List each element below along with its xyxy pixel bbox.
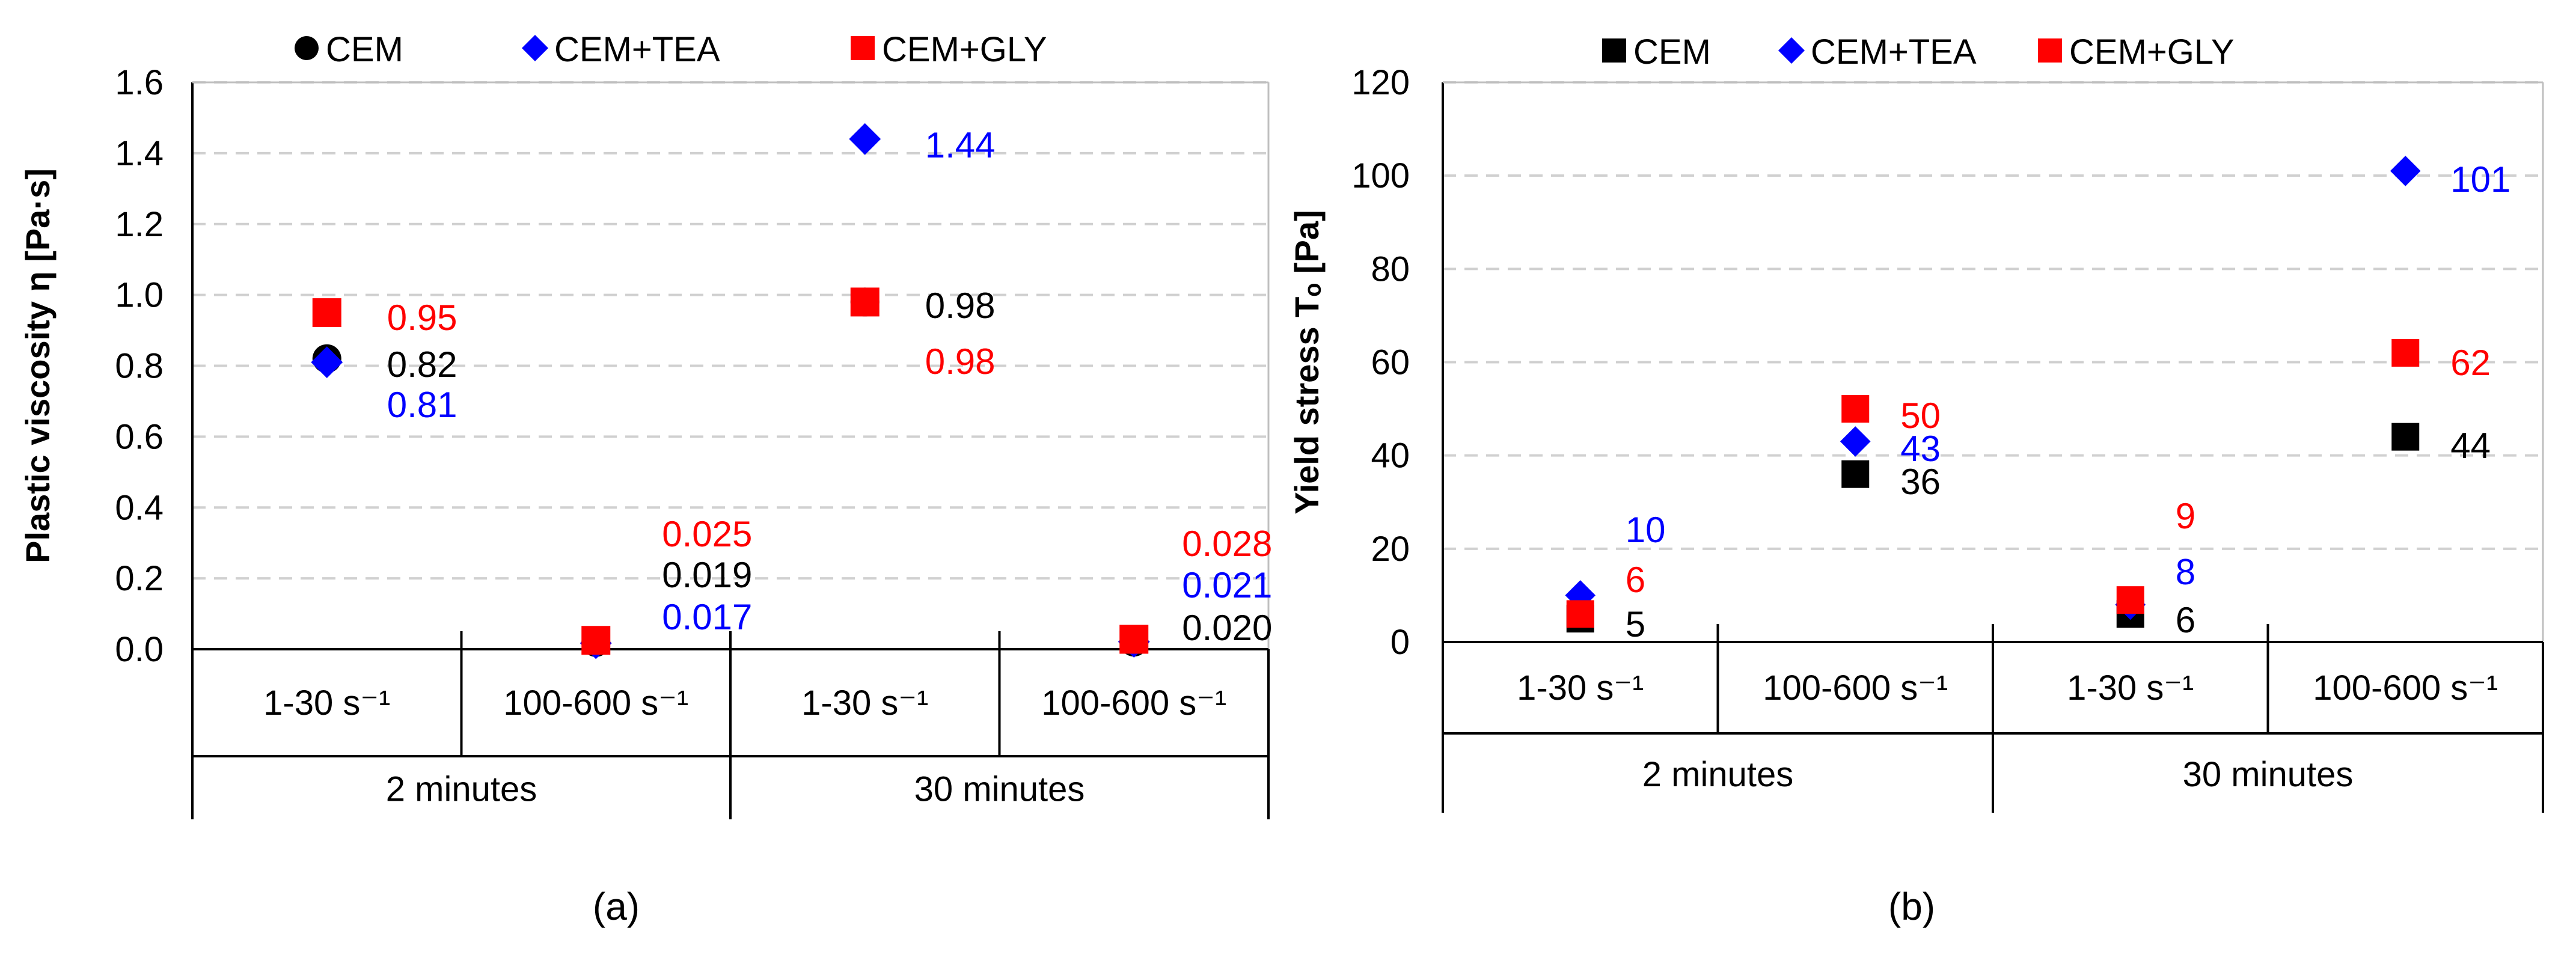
data-label: 9 xyxy=(2176,496,2195,536)
data-label: 44 xyxy=(2450,426,2491,466)
panel-label: (a) xyxy=(593,885,640,928)
panel-label: (b) xyxy=(1888,885,1935,928)
y-tick-label: 1.0 xyxy=(115,276,164,315)
y-tick-label: 80 xyxy=(1371,249,1410,289)
data-label: 0.028 xyxy=(1182,524,1272,564)
y-axis-title: Plastic viscosity η [Pa·s] xyxy=(19,168,57,563)
data-label: 0.82 xyxy=(387,344,457,385)
y-tick-label: 1.4 xyxy=(115,134,164,173)
data-label: 0.021 xyxy=(1182,565,1272,605)
legend-label: CEM+TEA xyxy=(1811,32,1977,72)
x-group-label: 30 minutes xyxy=(914,770,1085,809)
x-category-label: 1-30 s⁻¹ xyxy=(263,683,390,723)
data-label: 101 xyxy=(2450,159,2510,200)
y-tick-label: 40 xyxy=(1371,436,1410,475)
data-point xyxy=(1841,460,1870,488)
legend-label: CEM+TEA xyxy=(554,30,720,69)
y-tick-label: 120 xyxy=(1351,63,1410,102)
legend-label: CEM+GLY xyxy=(882,30,1047,69)
data-label: 1.44 xyxy=(925,125,996,165)
data-label: 8 xyxy=(2176,552,2195,592)
data-label: 6 xyxy=(1626,560,1645,600)
x-category-label: 1-30 s⁻¹ xyxy=(801,683,928,723)
y-tick-label: 1.6 xyxy=(115,63,164,102)
data-label: 6 xyxy=(2176,600,2195,640)
legend-label: CEM+GLY xyxy=(2069,32,2235,72)
legend-marker xyxy=(851,36,875,60)
data-label: 0.025 xyxy=(662,514,752,554)
data-label: 0.95 xyxy=(387,298,457,338)
data-label: 0.020 xyxy=(1182,608,1272,648)
y-tick-label: 20 xyxy=(1371,530,1410,569)
data-label: 43 xyxy=(1900,429,1941,469)
data-point xyxy=(850,287,880,317)
data-label: 50 xyxy=(1900,396,1941,436)
legend-marker xyxy=(522,35,548,61)
data-point xyxy=(2390,156,2421,186)
y-tick-label: 100 xyxy=(1351,156,1410,195)
x-category-label: 1-30 s⁻¹ xyxy=(1517,668,1644,708)
x-category-label: 100-600 s⁻¹ xyxy=(1763,668,1948,708)
data-label: 62 xyxy=(2450,343,2491,383)
y-tick-label: 60 xyxy=(1371,343,1410,382)
y-tick-label: 0.0 xyxy=(115,630,164,669)
data-point xyxy=(849,123,881,155)
panel-a: 0.0 0.2 0.4 0.6 0.8 1.0 1.2 1.4 1.6 1-30 s⁻¹ 100-6… xyxy=(19,30,1272,928)
data-point xyxy=(2391,423,2420,451)
legend-marker xyxy=(2038,38,2062,63)
legend-label: CEM xyxy=(1633,32,1711,72)
data-point xyxy=(2391,338,2420,367)
x-group-label: 2 minutes xyxy=(1642,755,1793,794)
x-category-label: 1-30 s⁻¹ xyxy=(2067,668,2194,708)
y-tick-label: 0.6 xyxy=(115,417,164,456)
data-point xyxy=(1566,600,1594,628)
y-tick-label: 0.8 xyxy=(115,347,164,386)
legend-marker xyxy=(1602,38,1626,63)
x-category-label: 100-600 s⁻¹ xyxy=(1041,683,1226,723)
x-category-label: 100-600 s⁻¹ xyxy=(2313,668,2498,708)
y-axis-title: Yield stress Τₒ [Pa] xyxy=(1288,210,1326,514)
data-point xyxy=(1841,395,1870,423)
data-label: 0.98 xyxy=(925,341,996,382)
data-label: 0.019 xyxy=(662,555,752,595)
data-point xyxy=(1840,426,1871,457)
x-group-label: 2 minutes xyxy=(386,770,537,809)
data-point xyxy=(1119,625,1149,654)
y-tick-label: 0.4 xyxy=(115,488,164,527)
legend-marker xyxy=(1778,37,1805,64)
data-label: 0.017 xyxy=(662,597,752,637)
data-label: 36 xyxy=(1900,462,1941,502)
legend-label: CEM xyxy=(326,30,403,69)
data-point xyxy=(311,346,343,379)
y-tick-label: 0 xyxy=(1390,623,1410,662)
legend-marker xyxy=(295,36,319,60)
data-label: 5 xyxy=(1626,604,1645,644)
data-label: 10 xyxy=(1626,510,1666,550)
y-tick-label: 0.2 xyxy=(115,559,164,598)
data-point xyxy=(2116,586,2144,614)
x-group-label: 30 minutes xyxy=(2183,755,2354,794)
data-point xyxy=(312,298,341,328)
data-label: 0.81 xyxy=(387,385,457,425)
panel-b: 0 20 40 60 80 100 120 1-30 s⁻¹ 100-600 s⁻¹ 1-30 s… xyxy=(1288,32,2544,928)
x-category-label: 100-600 s⁻¹ xyxy=(503,683,688,723)
y-tick-label: 1.2 xyxy=(115,205,164,244)
data-label: 0.98 xyxy=(925,286,996,326)
data-point xyxy=(581,626,611,655)
